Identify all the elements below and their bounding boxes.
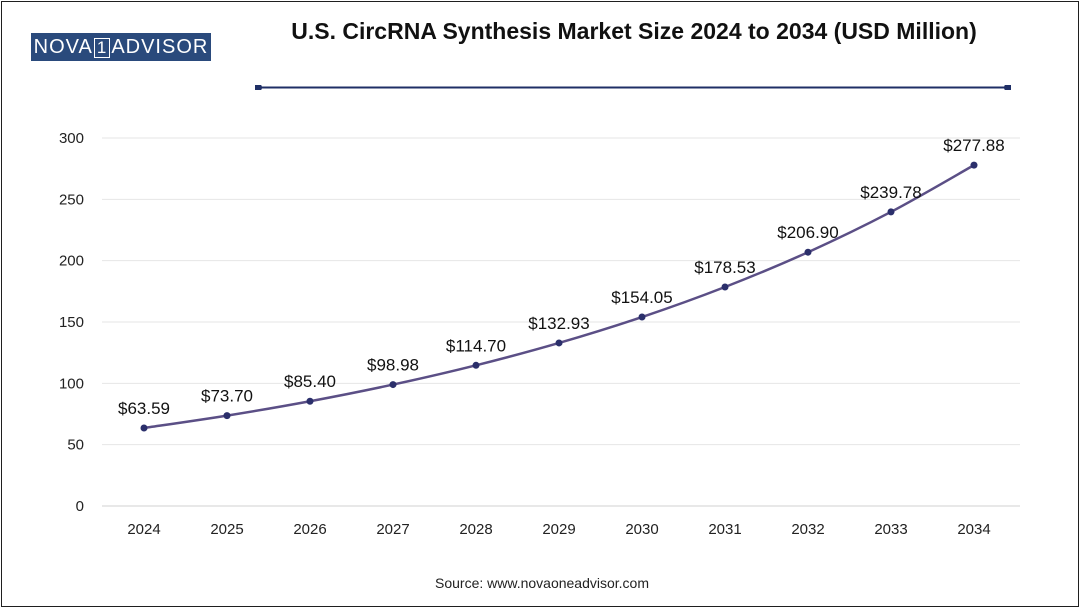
y-tick-label: 0: [76, 498, 84, 515]
data-point: [472, 361, 480, 369]
y-tick-label: 300: [59, 130, 84, 147]
data-label: $239.78: [860, 183, 921, 202]
data-point: [721, 283, 729, 291]
title-divider: [255, 85, 1011, 90]
data-point: [555, 339, 563, 347]
data-label: $114.70: [446, 336, 506, 355]
x-tick-label: 2024: [127, 521, 160, 538]
brand-logo: NOVA 1 ADVISOR: [31, 33, 211, 61]
x-tick-label: 2028: [459, 521, 492, 538]
data-label: $206.90: [777, 223, 838, 242]
data-label: $178.53: [694, 258, 755, 277]
data-point: [140, 424, 148, 432]
logo-text: NOVA 1 ADVISOR: [33, 35, 209, 58]
x-tick-label: 2029: [542, 521, 575, 538]
data-label: $132.93: [528, 314, 589, 333]
axis-labels: 0 50 100 150 200 250 300 2024 2025 2026 2027 2028 20…: [59, 130, 1020, 538]
x-tick-label: 2027: [376, 521, 409, 538]
data-label: $98.98: [367, 356, 419, 375]
series-market-size: [140, 161, 978, 432]
data-label: $85.40: [284, 372, 336, 391]
x-tick-label: 2034: [957, 521, 990, 538]
data-labels: $63.59 $73.70 $85.40 $98.98 $114.70 $132.93 $1…: [118, 136, 1005, 418]
x-tick-label: 2025: [210, 521, 243, 538]
data-label: $154.05: [611, 288, 672, 307]
x-tick-label: 2031: [708, 521, 741, 538]
data-label: $73.70: [201, 387, 253, 406]
grid-lines: [102, 137, 1020, 446]
source-note: Source: www.novaoneadvisor.com: [435, 575, 649, 591]
data-point: [970, 161, 978, 169]
y-tick-label: 250: [59, 191, 84, 208]
data-point: [804, 248, 812, 256]
data-point: [389, 381, 397, 389]
x-tick-label: 2030: [625, 521, 658, 538]
series-line: [143, 164, 975, 430]
y-tick-label: 200: [59, 253, 84, 270]
data-point: [306, 397, 314, 405]
y-tick-label: 100: [59, 375, 84, 392]
data-label: $63.59: [118, 399, 170, 418]
x-tick-label: 2032: [791, 521, 824, 538]
data-label: $277.88: [943, 136, 1004, 155]
y-tick-label: 50: [67, 437, 84, 454]
data-point: [223, 412, 231, 420]
chart-title: U.S. CircRNA Synthesis Market Size 2024 …: [291, 18, 977, 44]
data-point: [887, 208, 895, 216]
y-tick-label: 150: [59, 314, 84, 331]
data-point: [638, 313, 646, 321]
x-tick-label: 2026: [293, 521, 326, 538]
x-tick-label: 2033: [874, 521, 907, 538]
